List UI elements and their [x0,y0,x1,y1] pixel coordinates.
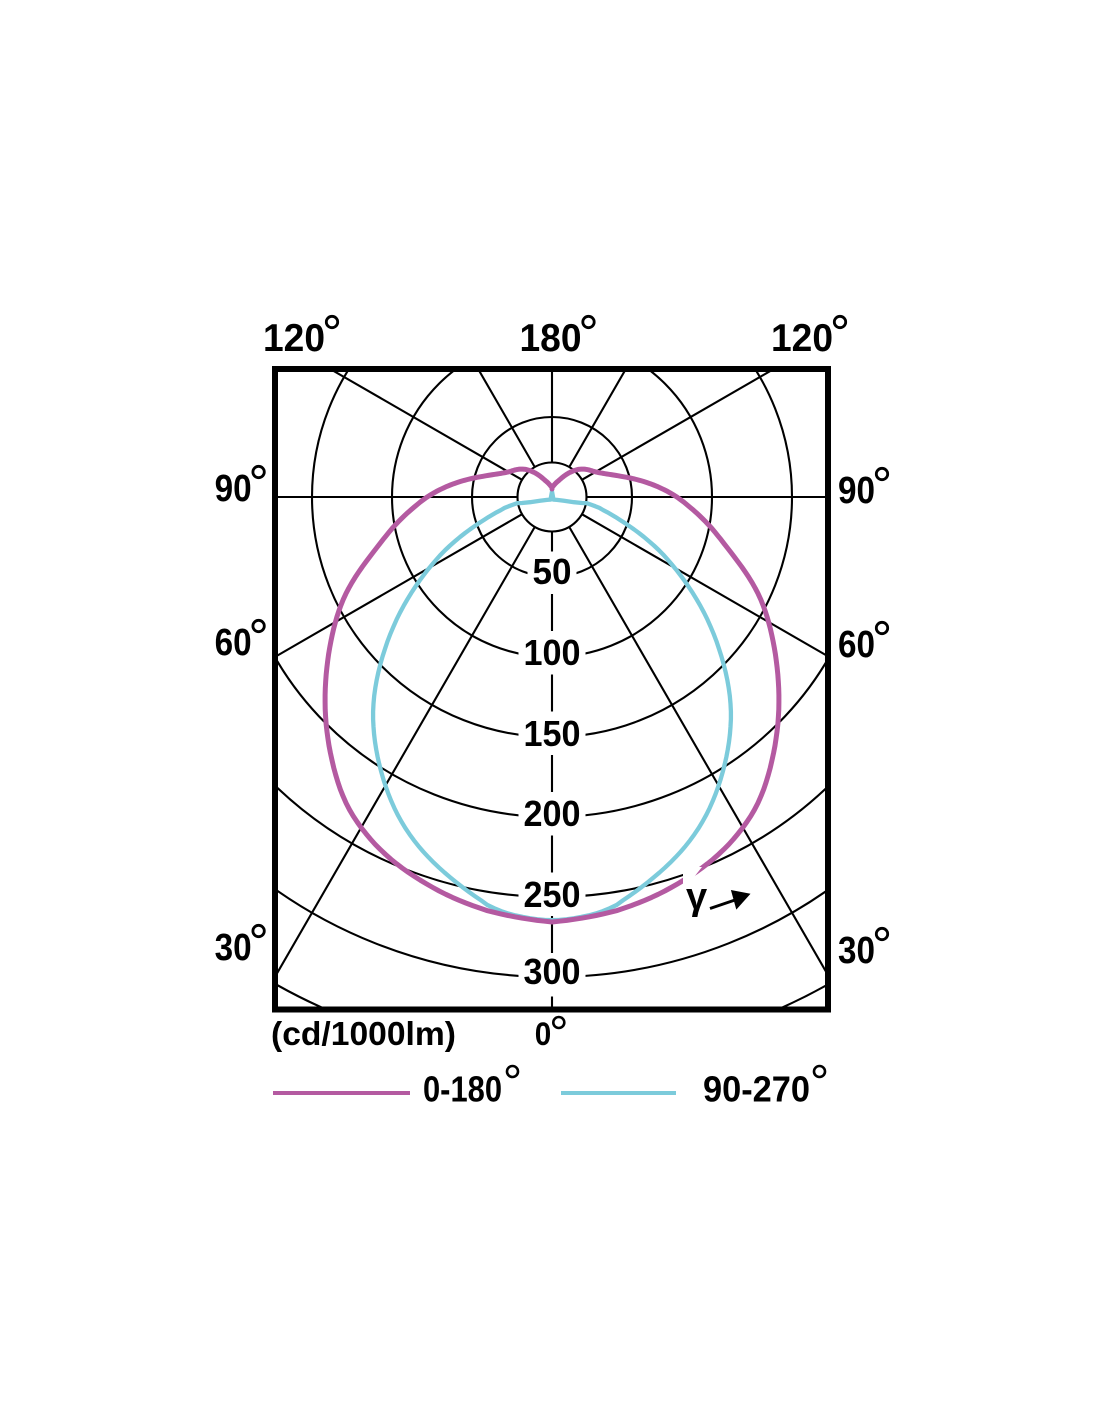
svg-text:(cd/1000lm): (cd/1000lm) [271,1015,456,1052]
svg-text:250: 250 [524,874,581,915]
svg-text:30: 30 [215,927,252,969]
svg-text:γ: γ [686,876,707,918]
svg-text:100: 100 [524,632,581,673]
svg-text:120: 120 [263,317,325,360]
svg-text:90: 90 [215,468,252,510]
svg-text:50: 50 [533,551,572,592]
svg-text:300: 300 [524,951,581,992]
svg-text:30: 30 [838,930,875,972]
svg-text:90-270: 90-270 [703,1069,810,1110]
svg-text:60: 60 [838,624,875,666]
svg-text:150: 150 [524,713,581,754]
svg-text:200: 200 [524,793,581,834]
svg-text:90: 90 [838,470,875,512]
svg-text:60: 60 [215,622,252,664]
svg-text:120: 120 [771,317,833,360]
svg-text:180: 180 [520,317,582,360]
svg-text:0-180: 0-180 [423,1069,502,1110]
svg-text:0: 0 [535,1016,552,1052]
